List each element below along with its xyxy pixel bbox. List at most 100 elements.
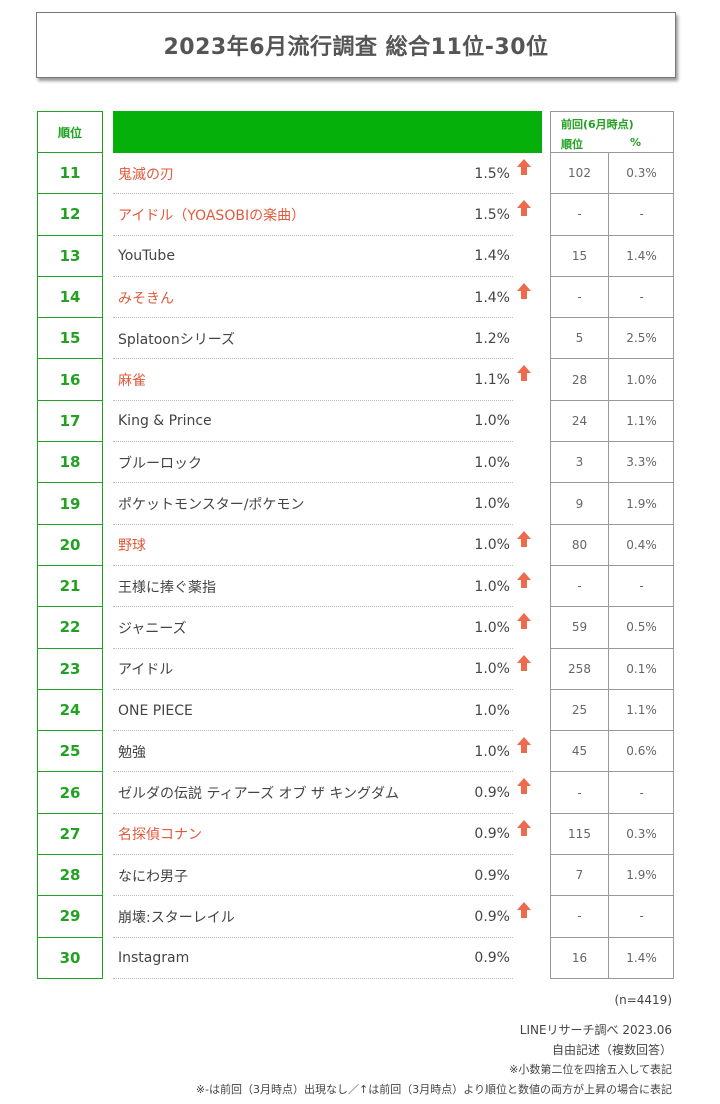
table-row: 28 なにわ男子 0.9% 7 1.9% bbox=[0, 855, 720, 897]
table-row: 14 みそきん 1.4% - - bbox=[0, 276, 720, 319]
item-percent: 1.0% bbox=[474, 454, 510, 471]
previous-rank: 45 bbox=[571, 744, 588, 759]
table-row: 27 名探偵コナン 0.9% 115 0.3% bbox=[0, 813, 720, 856]
previous-percent: - bbox=[639, 207, 644, 222]
legend-note: ※-は前回（3月時点）出現なし／↑は前回（3月時点）より順位と数値の両方が上昇の… bbox=[195, 1083, 672, 1096]
item-percent: 0.9% bbox=[474, 826, 510, 843]
row-divider bbox=[113, 193, 513, 195]
up-arrow-icon bbox=[517, 282, 531, 299]
previous-cell: 115 0.3% bbox=[550, 813, 674, 856]
rank-number: 13 bbox=[37, 235, 103, 277]
row-divider bbox=[113, 234, 513, 236]
rank-number: 11 bbox=[37, 153, 103, 195]
table-row: 24 ONE PIECE 1.0% 25 1.1% bbox=[0, 689, 720, 732]
sample-size: (n=4419) bbox=[614, 993, 672, 1007]
item-percent: 1.2% bbox=[474, 330, 510, 347]
previous-cell: -- bbox=[550, 565, 674, 608]
previous-rank: - bbox=[577, 207, 582, 222]
previous-rank: - bbox=[577, 579, 582, 594]
previous-percent: 1.1% bbox=[626, 703, 657, 717]
row-divider bbox=[113, 317, 513, 319]
rank-number: 21 bbox=[37, 565, 103, 608]
item-percent: 1.0% bbox=[474, 578, 510, 595]
row-divider bbox=[113, 688, 513, 690]
previous-percent: 0.6% bbox=[626, 744, 657, 759]
previous-cell: -- bbox=[550, 896, 674, 938]
up-arrow-icon bbox=[517, 571, 531, 588]
item-name: ジャニーズ bbox=[118, 620, 187, 637]
rank-number: 23 bbox=[37, 648, 103, 690]
previous-percent: 1.4% bbox=[626, 248, 657, 263]
ranking-table: 11 鬼滅の刃 1.5% 102 0.3% 12 アイドル（YOASOBIの楽曲） 1.5% -… bbox=[0, 153, 720, 979]
previous-percent: 0.1% bbox=[626, 661, 657, 676]
item-name: アイドル bbox=[118, 662, 174, 679]
previous-percent: 0.5% bbox=[626, 620, 657, 635]
previous-rank: 25 bbox=[571, 703, 588, 717]
rank-number: 25 bbox=[37, 731, 103, 773]
table-row: 15 Splatoonシリーズ 1.2% 5 2.5% bbox=[0, 318, 720, 360]
item-name: ゼルダの伝説 ティアーズ オブ ザ キングダム bbox=[118, 786, 399, 803]
previous-cell: -- bbox=[550, 194, 674, 236]
previous-rank: 59 bbox=[571, 620, 588, 635]
item-percent: 1.0% bbox=[474, 537, 510, 554]
item-name: ブルーロック bbox=[118, 455, 202, 472]
table-row: 22 ジャニーズ 1.0% 59 0.5% bbox=[0, 607, 720, 649]
previous-rank-label: 順位 bbox=[561, 138, 583, 151]
previous-cell: 15 1.4% bbox=[550, 235, 674, 277]
item-name: Splatoonシリーズ bbox=[118, 331, 236, 348]
previous-percent: 2.5% bbox=[626, 331, 657, 346]
previous-rank: 258 bbox=[568, 661, 591, 676]
up-arrow-icon bbox=[517, 819, 531, 836]
rank-number: 27 bbox=[37, 813, 103, 856]
previous-percent: 1.0% bbox=[626, 372, 657, 387]
item-name: YouTube bbox=[118, 248, 175, 265]
rounding-note: ※小数第二位を四捨五入して表記 bbox=[509, 1063, 672, 1076]
up-arrow-icon bbox=[517, 654, 531, 671]
row-divider bbox=[113, 523, 513, 525]
previous-percent: 1.9% bbox=[626, 496, 657, 511]
item-percent: 0.9% bbox=[474, 785, 510, 802]
previous-percent: 0.3% bbox=[626, 826, 657, 841]
row-divider bbox=[113, 647, 513, 649]
up-arrow-icon bbox=[517, 365, 531, 382]
item-percent: 1.1% bbox=[474, 372, 510, 389]
previous-rank: 3 bbox=[575, 455, 584, 470]
item-percent: 0.9% bbox=[474, 908, 510, 925]
rank-number: 12 bbox=[37, 194, 103, 236]
table-row: 18 ブルーロック 1.0% 3 3.3% bbox=[0, 442, 720, 484]
previous-cell: 24 1.1% bbox=[550, 400, 674, 443]
previous-rank: 7 bbox=[575, 868, 584, 883]
item-name: アイドル（YOASOBIの楽曲） bbox=[118, 207, 306, 224]
previous-cell: -- bbox=[550, 772, 674, 814]
row-divider bbox=[113, 482, 513, 484]
row-divider bbox=[113, 564, 513, 566]
previous-percent: 1.1% bbox=[626, 413, 657, 428]
previous-percent: - bbox=[639, 579, 644, 594]
item-percent: 1.0% bbox=[474, 661, 510, 678]
row-divider bbox=[113, 441, 513, 443]
previous-cell: 59 0.5% bbox=[550, 607, 674, 649]
previous-cell: 102 0.3% bbox=[550, 153, 674, 195]
up-arrow-icon bbox=[517, 200, 531, 217]
row-divider bbox=[113, 358, 513, 360]
item-name: 鬼滅の刃 bbox=[118, 166, 174, 183]
rank-column-header: 順位 bbox=[37, 111, 103, 153]
row-divider bbox=[113, 275, 513, 277]
previous-cell: 3 3.3% bbox=[550, 442, 674, 484]
row-divider bbox=[113, 936, 513, 938]
rank-number: 29 bbox=[37, 896, 103, 938]
previous-cell: 16 1.4% bbox=[550, 937, 674, 979]
table-row: 17 King & Prince 1.0% 24 1.1% bbox=[0, 400, 720, 443]
item-name: 勉強 bbox=[118, 744, 146, 761]
row-divider bbox=[113, 771, 513, 773]
row-divider bbox=[113, 812, 513, 814]
rank-number: 19 bbox=[37, 483, 103, 525]
table-row: 29 崩壊:スターレイル 0.9% - - bbox=[0, 896, 720, 938]
rank-number: 16 bbox=[37, 359, 103, 401]
previous-rank: 5 bbox=[575, 331, 584, 346]
previous-rank: 80 bbox=[571, 537, 588, 552]
rank-number: 24 bbox=[37, 689, 103, 732]
previous-pct-label: % bbox=[630, 136, 642, 149]
table-row: 30 Instagram 0.9% 16 1.4% bbox=[0, 937, 720, 979]
item-name: 麻雀 bbox=[118, 373, 146, 390]
